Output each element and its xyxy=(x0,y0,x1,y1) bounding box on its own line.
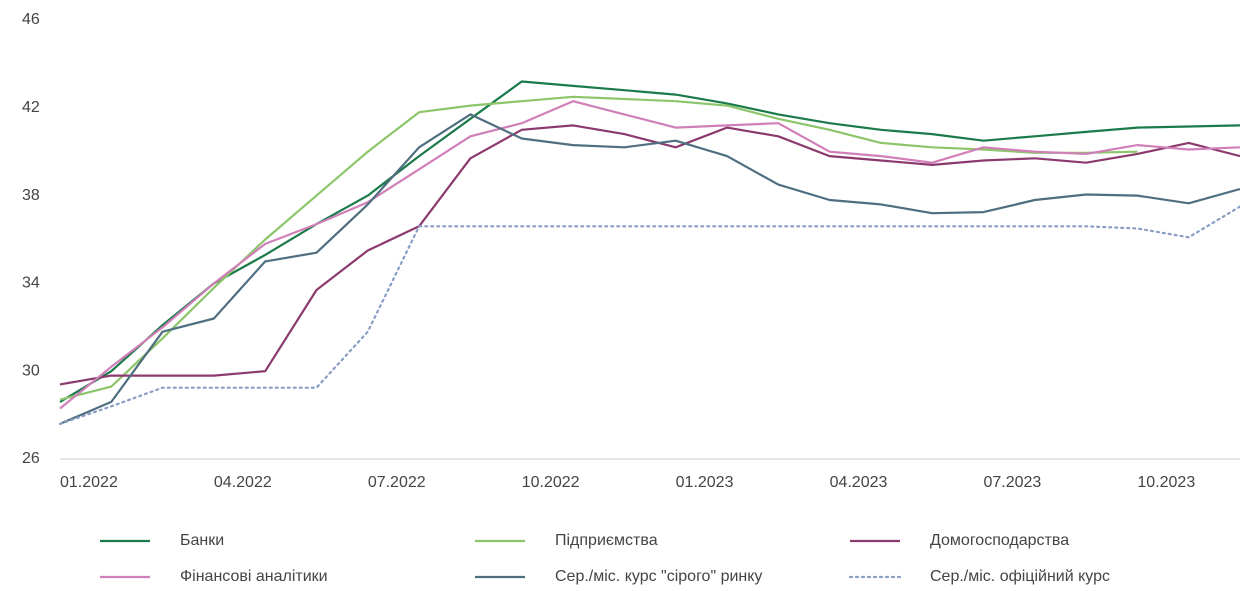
x-tick-label: 01.2023 xyxy=(676,474,734,491)
legend-label: Фінансові аналітики xyxy=(180,568,328,585)
line-series xyxy=(59,100,1240,410)
line-series xyxy=(59,80,1240,403)
x-tick-label: 04.2022 xyxy=(214,474,272,491)
legend-label: Сер./міс. офіційний курс xyxy=(930,568,1110,585)
x-tick-label: 10.2022 xyxy=(522,474,580,491)
x-tick-label: 01.2022 xyxy=(60,474,118,491)
line-series xyxy=(59,95,1138,401)
y-tick-label: 26 xyxy=(22,450,40,467)
x-tick-label: 10.2023 xyxy=(1137,474,1195,491)
x-tick-label: 04.2023 xyxy=(830,474,888,491)
line-series xyxy=(59,113,1240,425)
y-tick-label: 46 xyxy=(22,11,40,28)
legend-label: Сер./міс. курс "сірого" ринку xyxy=(555,568,762,585)
legend-label: Домогосподарства xyxy=(930,532,1069,549)
legend-label: Підприємства xyxy=(555,532,658,549)
legend-label: Банки xyxy=(180,532,224,549)
x-tick-label: 07.2022 xyxy=(368,474,426,491)
y-tick-label: 34 xyxy=(22,275,40,292)
line-series xyxy=(58,205,1240,425)
x-tick-label: 07.2023 xyxy=(983,474,1041,491)
y-tick-label: 38 xyxy=(22,187,40,204)
line-series xyxy=(59,124,1240,386)
y-tick-label: 30 xyxy=(22,362,40,379)
y-tick-label: 42 xyxy=(22,99,40,116)
